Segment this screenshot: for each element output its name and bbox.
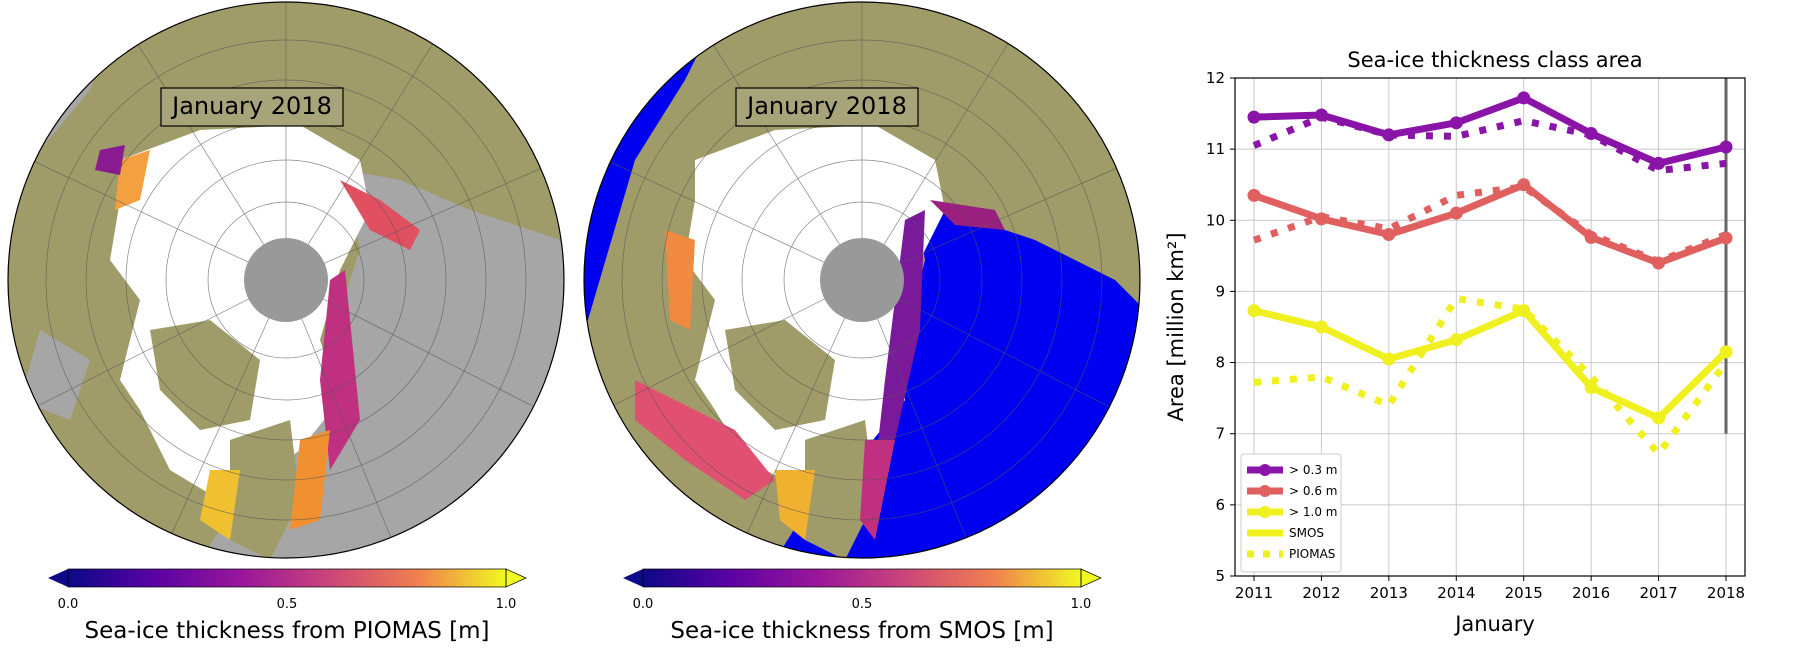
y-tick-label: 10 [1206,211,1225,229]
smos-point [1584,126,1598,140]
date-label: January 2018 [745,92,907,120]
colorbar-max-label: 1.0 [1071,597,1092,612]
smos-point [1247,110,1261,124]
x-axis-label: January [1453,612,1535,636]
legend-marker [1259,464,1271,476]
x-tick-label: 2012 [1302,584,1340,602]
smos-point [1382,228,1396,242]
smos-point [1247,304,1261,318]
x-tick-label: 2013 [1370,584,1408,602]
smos-map-panel: January 2018 0.0 0.5 1.0 Sea-ice thickne… [575,0,1155,657]
smos-point [1517,178,1531,192]
smos-point [1719,231,1733,245]
x-tick-label: 2016 [1572,584,1610,602]
chart-title: Sea-ice thickness class area [1347,48,1642,72]
y-tick-label: 6 [1215,496,1225,514]
plot-frame [1234,77,1746,577]
pole-hole [244,238,328,322]
legend-label: > 1.0 m [1289,505,1337,519]
y-tick-label: 9 [1215,282,1225,300]
date-label-box [160,87,344,127]
colorbar-min-label: 0.0 [633,597,654,612]
piomas-map: January 2018 0.0 0.5 1.0 Sea-ice thickne… [7,1,565,644]
smos-point [1517,304,1531,318]
pole-hole [820,238,904,322]
smos-point [1449,333,1463,347]
smos-line [1252,181,1728,267]
smos-map: January 2018 0.0 0.5 1.0 Sea-ice thickne… [583,1,1141,644]
legend-label: > 0.6 m [1289,484,1337,498]
smos-point [1314,212,1328,226]
colorbar-mid-label: 0.5 [277,597,298,612]
x-tick-label: 2011 [1235,584,1273,602]
x-tick-label: 2014 [1437,584,1475,602]
smos-point [1719,345,1733,359]
y-tick-label: 11 [1206,140,1225,158]
legend-label: > 0.3 m [1289,463,1337,477]
y-tick-label: 5 [1215,567,1225,585]
colorbar-min-label: 0.0 [58,597,79,612]
smos-point [1247,188,1261,202]
smos-point [1652,411,1666,425]
legend-marker [1259,485,1271,497]
smos-point [1584,230,1598,244]
sea-ice [110,125,370,500]
smos-point [1449,206,1463,220]
y-axis-label: Area [million km²] [1164,232,1188,421]
smos-point [1584,380,1598,394]
colorbar-max-label: 1.0 [496,597,517,612]
smos-point [1449,116,1463,130]
legend-box [1240,453,1342,573]
smos-line [1253,94,1727,167]
y-tick-label: 8 [1215,354,1225,372]
colorbar-title: Sea-ice thickness from PIOMAS [m] [84,618,489,644]
piomas-map-panel: January 2018 0.0 0.5 1.0 Sea-ice thickne… [0,0,575,657]
smos-point [1719,140,1733,154]
smos-line [1253,307,1729,422]
date-label-box [735,87,919,127]
smos-point [1314,320,1328,334]
area-chart-panel: Sea-ice thickness class area January 5 6 7… [1155,0,1800,657]
x-tick-label: 2015 [1505,584,1543,602]
x-tick-label: 2017 [1639,584,1677,602]
x-tick-label: 2018 [1707,584,1745,602]
smos-point [1382,128,1396,142]
smos-point [1652,156,1666,170]
y-tick-label: 12 [1206,69,1225,87]
legend-label: SMOS [1289,526,1324,540]
smos-point [1382,352,1396,366]
date-label: January 2018 [170,92,332,120]
legend-marker [1259,506,1271,518]
colorbar [68,569,506,587]
colorbar-title: Sea-ice thickness from SMOS [m] [670,618,1053,644]
legend-label: PIOMAS [1289,547,1335,561]
area-line-chart: Sea-ice thickness class area January 5 6 7… [1164,48,1746,636]
colorbar [643,569,1081,587]
colorbar-mid-label: 0.5 [852,597,873,612]
smos-point [1652,256,1666,270]
smos-point [1517,91,1531,105]
y-tick-label: 7 [1215,425,1225,443]
smos-point [1314,108,1328,122]
